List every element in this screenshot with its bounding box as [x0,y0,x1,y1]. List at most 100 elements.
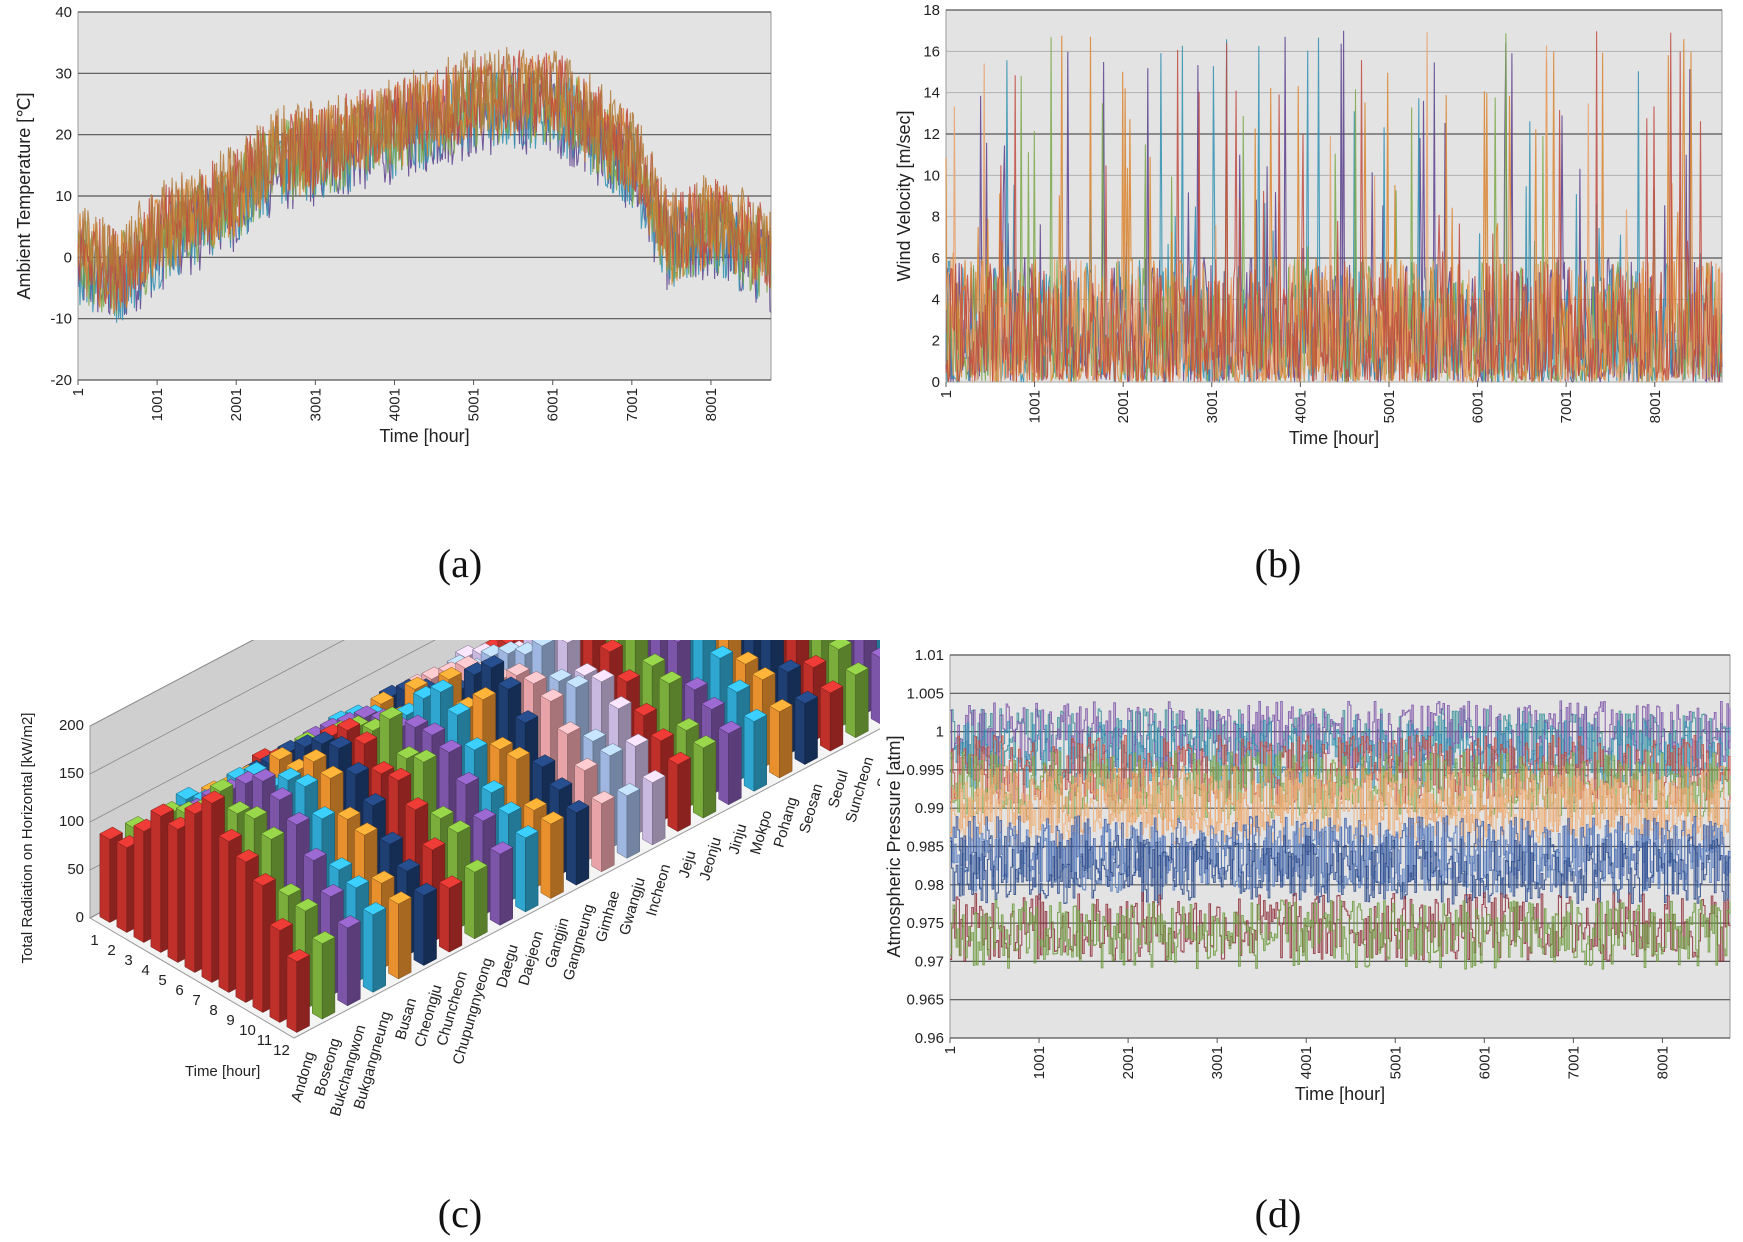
bar [311,931,336,1020]
hour-tick-label: 4 [141,962,149,979]
station-label: Jeju [676,849,700,880]
x-tick-label: 7001 [1565,1046,1582,1079]
y-tick-label: -20 [50,372,72,389]
x-tick-label: 3001 [1209,1046,1226,1079]
hour-tick-label: 3 [124,952,132,969]
chart-b-wind-velocity: 0 2 4 6 8 10 12 14 16 18 1 1001 2001 3001 4001 5001 6001… [894,2,1723,448]
bar [286,948,311,1033]
y-axis-label: Wind Velocity [m/sec] [894,110,914,281]
x-tick-label: 5001 [466,388,483,421]
y-tick-label: 0 [64,249,72,266]
x-tick-label: 8001 [703,388,720,421]
station-label: Suncheon [842,755,877,825]
bar [540,811,565,899]
x-tick-label: 1001 [149,388,166,421]
panel-b: 0 2 4 6 8 10 12 14 16 18 1 1001 2001 3001 4001 5001 6001… [880,0,1743,520]
z-tick-label: 150 [59,765,84,782]
bar [464,859,488,940]
x-axis-label: Time [hour] [185,1063,260,1080]
y-tick-label: 1.01 [915,647,944,664]
hour-tick-label: 7 [192,992,200,1009]
caption-a: (a) [437,541,483,586]
bar [718,720,742,806]
station-label: Mokpo [747,809,776,857]
y-tick-label: 10 [923,167,940,184]
panel-d: 0.96 0.965 0.97 0.975 0.98 0.985 0.99 0.995 1 1.0… [880,640,1743,1180]
x-tick-label: 5001 [1387,1046,1404,1079]
hour-tick-label: 1 [90,932,98,949]
x-tick-label: 6001 [1476,1046,1493,1079]
bar [870,645,895,725]
hour-tick-label: 11 [257,1032,273,1049]
x-axis-label: Time [hour] [1295,1084,1385,1104]
y-tick-label: 10 [55,188,72,205]
x-tick-label: 1 [942,1046,959,1054]
bar [269,917,294,1023]
hour-tick-label: 12 [273,1042,290,1059]
bar [252,873,277,1013]
y-tick-label: 2 [932,333,940,350]
bar [438,875,463,953]
station-label: Daejeon [515,929,547,987]
y-tick-label: 30 [55,65,72,82]
x-tick-label: 8001 [1647,390,1664,423]
y-tick-label: 0 [932,374,940,391]
z-tick-label: 100 [59,813,84,830]
x-tick-label: 4001 [1298,1046,1315,1079]
z-tick-label: 50 [67,861,84,878]
z-tick-label: 200 [59,717,84,734]
x-axis-label: Time [hour] [379,426,469,446]
hour-tick-label: 8 [209,1002,217,1019]
y-tick-label: 40 [55,4,72,21]
x-tick-label: 1001 [1027,390,1044,423]
x-tick-label: 3001 [1204,390,1221,423]
y-tick-label: 20 [55,127,72,144]
series-line [945,31,1723,383]
x-tick-label: 1001 [1031,1046,1048,1079]
bar [641,769,666,846]
y-tick-label: 0.98 [915,877,944,894]
x-tick-label: 6001 [1470,390,1487,423]
bar [514,825,539,913]
y-tick-label: -10 [50,311,72,328]
y-tick-label: 0.975 [906,915,944,932]
x-tick-label: 7001 [624,388,641,421]
caption-d: (d) [1254,1191,1302,1236]
y-tick-label: 12 [923,126,940,143]
station-label: Jeonju [696,835,725,882]
hour-tick-label: 6 [175,982,183,999]
bar [768,699,793,779]
station-label: Seosan [796,782,826,836]
x-axis-label: Time [hour] [1289,428,1379,448]
y-axis-label: Ambient Temperature [℃] [14,93,34,300]
series-line [950,734,1731,805]
bar [489,841,514,926]
y-tick-label: 18 [923,2,940,19]
bar [413,882,438,966]
bar [845,662,869,739]
x-tick-label: 1 [938,390,955,398]
x-tick-label: 6001 [545,388,562,421]
x-tick-label: 3001 [307,388,324,421]
series-line [950,835,1731,905]
station-label: Gimhae [593,889,624,944]
chart-d-atmospheric-pressure: 0.96 0.965 0.97 0.975 0.98 0.985 0.99 0.995 1 1.0… [884,647,1731,1104]
series-line [950,777,1731,848]
station-label: Gwangju [616,876,649,938]
y-tick-label: 0.99 [915,800,944,817]
bar [591,790,615,873]
x-tick-label: 1 [70,388,87,396]
y-tick-label: 14 [923,85,940,102]
y-axis-label: Atmospheric Pressure [atm] [884,735,904,957]
station-label: Pohang [771,795,802,849]
y-tick-label: 1 [936,724,944,741]
bar [743,708,768,792]
y-tick-label: 6 [932,250,940,267]
x-tick-label: 8001 [1654,1046,1671,1079]
y-tick-label: 16 [923,43,940,60]
x-tick-label: 7001 [1558,390,1575,423]
bar [819,680,844,752]
caption-c: (c) [437,1191,483,1236]
bar [362,902,387,993]
